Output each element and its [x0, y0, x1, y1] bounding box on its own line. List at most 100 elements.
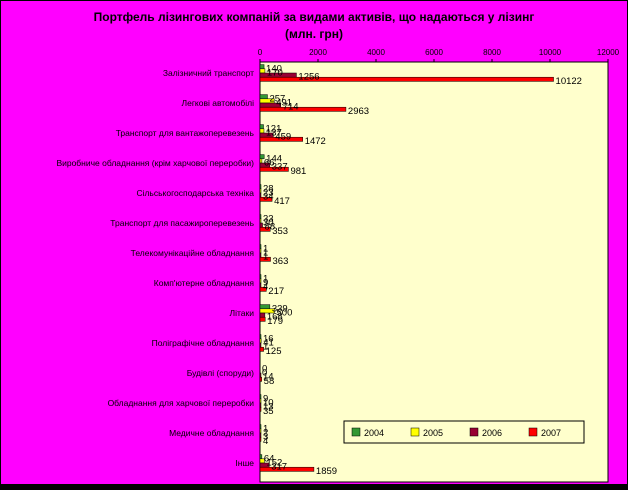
data-label: 1 [263, 273, 268, 284]
data-label: 137 [266, 128, 282, 139]
bar-2005 [259, 128, 265, 134]
data-label: 500 [277, 308, 293, 319]
data-label: 125 [266, 346, 282, 357]
legend: 2004 2005 2006 2007 [343, 420, 585, 444]
bar-2005 [259, 188, 262, 194]
bar-2005 [259, 218, 262, 224]
bar-2007 [259, 346, 264, 352]
data-label: 144 [266, 153, 282, 164]
category-label: Комп'ютерне обладнання [154, 278, 255, 288]
x-tick-label: 12000 [597, 48, 620, 57]
category-label: Транспорт для вантажоперевезень [116, 128, 255, 138]
bar-2007 [259, 406, 262, 412]
category-label: Сільськогосподарська техніка [136, 188, 254, 198]
data-label: 1 [263, 248, 268, 259]
category-label: Транспорт для пасажироперевезень [110, 218, 254, 228]
bar-2006 [259, 192, 262, 198]
legend-label: 2007 [541, 428, 561, 438]
data-label: 13 [263, 402, 274, 413]
legend-label: 2004 [364, 428, 384, 438]
data-label: 1 [263, 243, 268, 254]
category-label: Обладнання для харчової переробки [108, 398, 255, 408]
data-label: 981 [290, 166, 306, 177]
bar-2005 [259, 278, 262, 284]
legend-swatch [528, 427, 538, 437]
data-label: 16 [263, 333, 274, 344]
data-label: 0 [262, 363, 267, 374]
data-label: 28 [263, 183, 274, 194]
chart-subtitle: (млн. грн) [285, 27, 343, 41]
legend-swatch [351, 427, 361, 437]
data-label: 152 [266, 458, 282, 469]
category-label: Інше [235, 458, 254, 468]
data-label: 417 [274, 196, 290, 207]
category-label: Літаки [230, 308, 255, 318]
bar-2007 [259, 106, 347, 112]
category-label: Легкові автомобілі [182, 98, 255, 108]
data-label: 9 [263, 278, 268, 289]
bar-2004 [259, 304, 271, 310]
bar-2007 [259, 436, 262, 442]
data-label: 66 [264, 158, 275, 169]
data-label: 10 [263, 398, 274, 409]
data-label: 140 [266, 63, 282, 74]
x-tick-label: 10000 [539, 48, 562, 57]
data-label: 337 [272, 162, 288, 173]
bar-2005 [259, 398, 262, 404]
legend-swatch [469, 427, 479, 437]
data-label: 41 [263, 338, 274, 349]
data-label: 3 [263, 432, 268, 443]
x-tick-label: 8000 [483, 48, 501, 57]
data-label: 23 [263, 188, 274, 199]
bar-2004 [259, 94, 268, 100]
x-tick-label: 4000 [367, 48, 385, 57]
data-label: 2963 [348, 106, 369, 117]
data-label: 35 [263, 406, 274, 417]
bar-2004 [259, 454, 263, 460]
data-label: 353 [272, 226, 288, 237]
bar-2004 [259, 244, 262, 250]
bar-2007 [259, 256, 271, 262]
bar-2004 [259, 184, 262, 190]
data-label: 714 [283, 102, 299, 113]
bar-2004 [259, 334, 262, 340]
data-label: 363 [273, 256, 289, 267]
bar-2007 [259, 226, 271, 232]
x-axis: 0 2000 4000 6000 8000 10000 12000 [258, 48, 620, 62]
data-label: 1 [263, 252, 268, 263]
category-label: Поліграфічне обладнання [152, 338, 255, 348]
data-label: 1256 [298, 72, 319, 83]
data-label: 217 [268, 286, 284, 297]
bar-2006 [259, 312, 266, 318]
data-label: 14 [263, 372, 274, 383]
data-label: 1 [263, 342, 268, 353]
data-label: 34 [263, 192, 274, 203]
bar-2007 [259, 76, 554, 82]
bar-2006 [259, 432, 262, 438]
data-label: 317 [271, 462, 287, 473]
data-label: 10122 [556, 76, 582, 87]
data-label: 58 [264, 376, 275, 387]
bar-2005 [259, 158, 263, 164]
category-label: Телекомунікаційне обладнання [131, 248, 255, 258]
category-labels: Залізничний транспорт Легкові автомобілі Т… [56, 68, 254, 468]
category-label: Виробниче обладнання (крім харчової пере… [56, 158, 254, 168]
data-label: 1859 [316, 466, 337, 477]
data-label: 4 [263, 436, 268, 447]
data-label: 339 [272, 303, 288, 314]
bar-2004 [259, 64, 265, 70]
legend-box [343, 420, 585, 444]
bar-2005 [259, 428, 262, 434]
data-label: 64 [264, 453, 275, 464]
bar-2007 [259, 316, 266, 322]
bar-2005 [259, 248, 262, 254]
bar-2004 [259, 214, 262, 220]
bar-2007 [259, 376, 262, 382]
bar-2007 [259, 166, 289, 172]
data-label: 1 [263, 423, 268, 434]
bar-2006 [259, 252, 262, 258]
bar-2005 [259, 68, 266, 74]
bar-2004 [259, 424, 262, 430]
x-tick-label: 0 [258, 48, 263, 57]
